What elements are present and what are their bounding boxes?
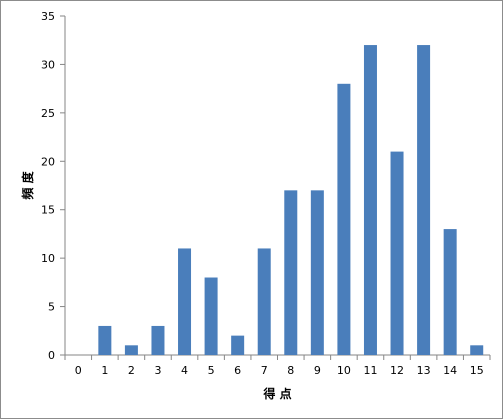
y-tick-label: 20 (41, 155, 55, 168)
x-tick-label: 9 (314, 364, 321, 377)
bar-12 (390, 151, 404, 355)
bar-2 (124, 345, 138, 355)
y-tick-labels: 0 5 10 15 20 25 30 35 (41, 10, 55, 362)
x-tick-label: 15 (470, 364, 484, 377)
y-tick-label: 10 (41, 252, 55, 265)
bar-7 (257, 248, 271, 355)
bar-14 (443, 229, 457, 355)
bar-6 (231, 335, 245, 355)
bar-10 (337, 83, 351, 356)
bar-4 (178, 248, 192, 355)
x-tick-label: 8 (287, 364, 294, 377)
y-tick-label: 30 (41, 58, 55, 71)
bar-13 (417, 45, 431, 356)
x-tick-label: 1 (101, 364, 108, 377)
y-tick-label: 5 (48, 301, 55, 314)
x-tick-label: 0 (75, 364, 82, 377)
x-tick-label: 5 (208, 364, 215, 377)
bar-11 (363, 45, 377, 356)
bar-5 (204, 277, 218, 355)
y-tick-label: 15 (41, 204, 55, 217)
bar-1 (98, 325, 112, 355)
x-tick-label: 2 (128, 364, 135, 377)
x-tick-label: 6 (234, 364, 241, 377)
bars (98, 45, 484, 356)
x-tick-label: 3 (154, 364, 161, 377)
bar-3 (151, 325, 165, 355)
bar-8 (284, 190, 298, 355)
x-tick-labels: 0 1 2 3 4 5 6 7 8 9 10 11 12 13 14 15 (75, 364, 484, 377)
x-axis-title: 得 点 (262, 386, 291, 401)
y-tick-label: 25 (41, 107, 55, 120)
bar-15 (470, 345, 484, 355)
x-tick-label: 7 (261, 364, 268, 377)
y-tick-label: 35 (41, 10, 55, 23)
bar-9 (310, 190, 324, 355)
x-tick-label: 14 (443, 364, 457, 377)
y-tick-label: 0 (48, 349, 55, 362)
x-tick-label: 12 (390, 364, 404, 377)
x-tick-label: 10 (337, 364, 351, 377)
y-axis-title: 頻 度 (20, 170, 35, 199)
x-tick-label: 11 (363, 364, 377, 377)
x-tick-label: 13 (417, 364, 431, 377)
x-tick-label: 4 (181, 364, 188, 377)
